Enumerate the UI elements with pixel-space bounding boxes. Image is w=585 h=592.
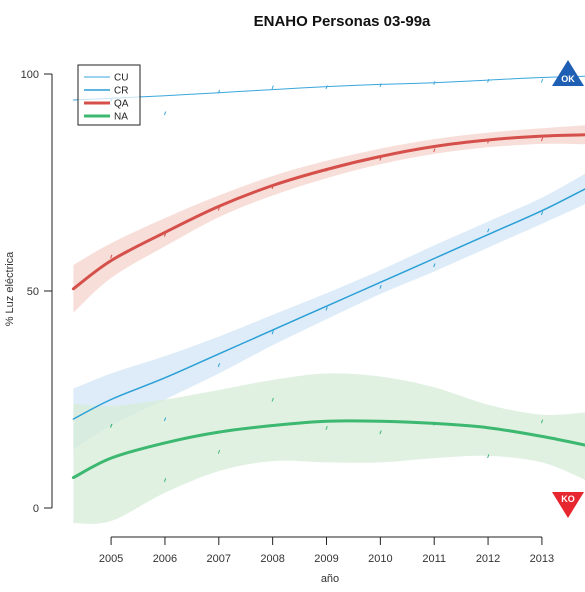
- point-qa: [110, 254, 113, 259]
- x-tick-label: 2006: [153, 553, 177, 565]
- point-na: [433, 421, 436, 426]
- point-cr: [487, 228, 490, 233]
- y-tick-label: 50: [27, 286, 39, 298]
- marker-label-ko: KO: [561, 494, 575, 504]
- point-qa: [379, 156, 382, 161]
- marker-ok: [552, 60, 584, 86]
- y-tick-label: 100: [21, 69, 39, 81]
- marker-ko: [552, 492, 584, 518]
- point-cu: [271, 85, 274, 90]
- x-tick-label: 2013: [530, 553, 554, 565]
- point-na: [271, 397, 274, 402]
- band-qa: [73, 125, 585, 313]
- point-cu: [540, 78, 544, 83]
- legend-label-na: NA: [114, 112, 128, 123]
- point-na: [487, 454, 490, 459]
- point-cu: [217, 89, 221, 94]
- point-na: [325, 426, 328, 430]
- data-points: [110, 78, 544, 482]
- point-qa: [163, 232, 167, 237]
- band-na: [73, 373, 585, 524]
- point-na: [217, 449, 221, 454]
- point-qa: [271, 185, 274, 189]
- point-cu: [487, 78, 490, 83]
- point-na: [379, 430, 382, 435]
- marker-label-ok: OK: [561, 74, 575, 84]
- confidence-bands: [73, 125, 585, 524]
- point-cr: [271, 330, 274, 335]
- x-tick-label: 2005: [99, 553, 123, 565]
- point-cu: [379, 83, 382, 88]
- line-na: [71, 419, 585, 480]
- axes: 0 50 100 2005 2006 2007 2008 2009 2010 2011 2012 20…: [21, 69, 555, 565]
- point-cu: [325, 85, 328, 90]
- point-cr: [433, 263, 436, 268]
- point-cr: [163, 417, 167, 422]
- point-cu: [433, 81, 436, 85]
- line-cu: [72, 75, 585, 101]
- legend-label-cr: CR: [114, 86, 128, 97]
- point-qa: [433, 148, 436, 153]
- point-cu: [163, 111, 167, 116]
- legend: CU CR QA NA: [77, 64, 141, 126]
- legend-label-cu: CU: [114, 73, 128, 84]
- line-qa: [71, 133, 585, 291]
- y-tick-label: 0: [33, 503, 39, 515]
- x-tick-label: 2011: [422, 553, 446, 565]
- point-qa: [540, 137, 544, 142]
- point-na: [163, 478, 167, 482]
- point-qa: [325, 167, 328, 172]
- line-cr: [72, 188, 585, 420]
- point-cr: [325, 306, 328, 311]
- point-na: [110, 423, 113, 428]
- point-qa: [217, 206, 221, 211]
- x-tick-label: 2007: [207, 553, 231, 565]
- point-cr: [540, 211, 544, 216]
- legend-label-qa: QA: [114, 99, 129, 110]
- x-tick-label: 2009: [314, 553, 338, 565]
- y-axis-title: % Luz eléctrica: [4, 251, 16, 326]
- x-axis-title: año: [321, 573, 339, 585]
- point-cr: [217, 363, 221, 367]
- x-tick-label: 2008: [260, 553, 284, 565]
- band-cr: [73, 173, 585, 450]
- chart-title: ENAHO Personas 03-99a: [254, 13, 431, 30]
- x-tick-label: 2010: [368, 553, 392, 565]
- point-na: [540, 419, 544, 424]
- point-cr: [379, 285, 382, 289]
- markers: OK KO: [552, 60, 584, 518]
- point-qa: [487, 139, 490, 144]
- x-tick-label: 2012: [476, 553, 500, 565]
